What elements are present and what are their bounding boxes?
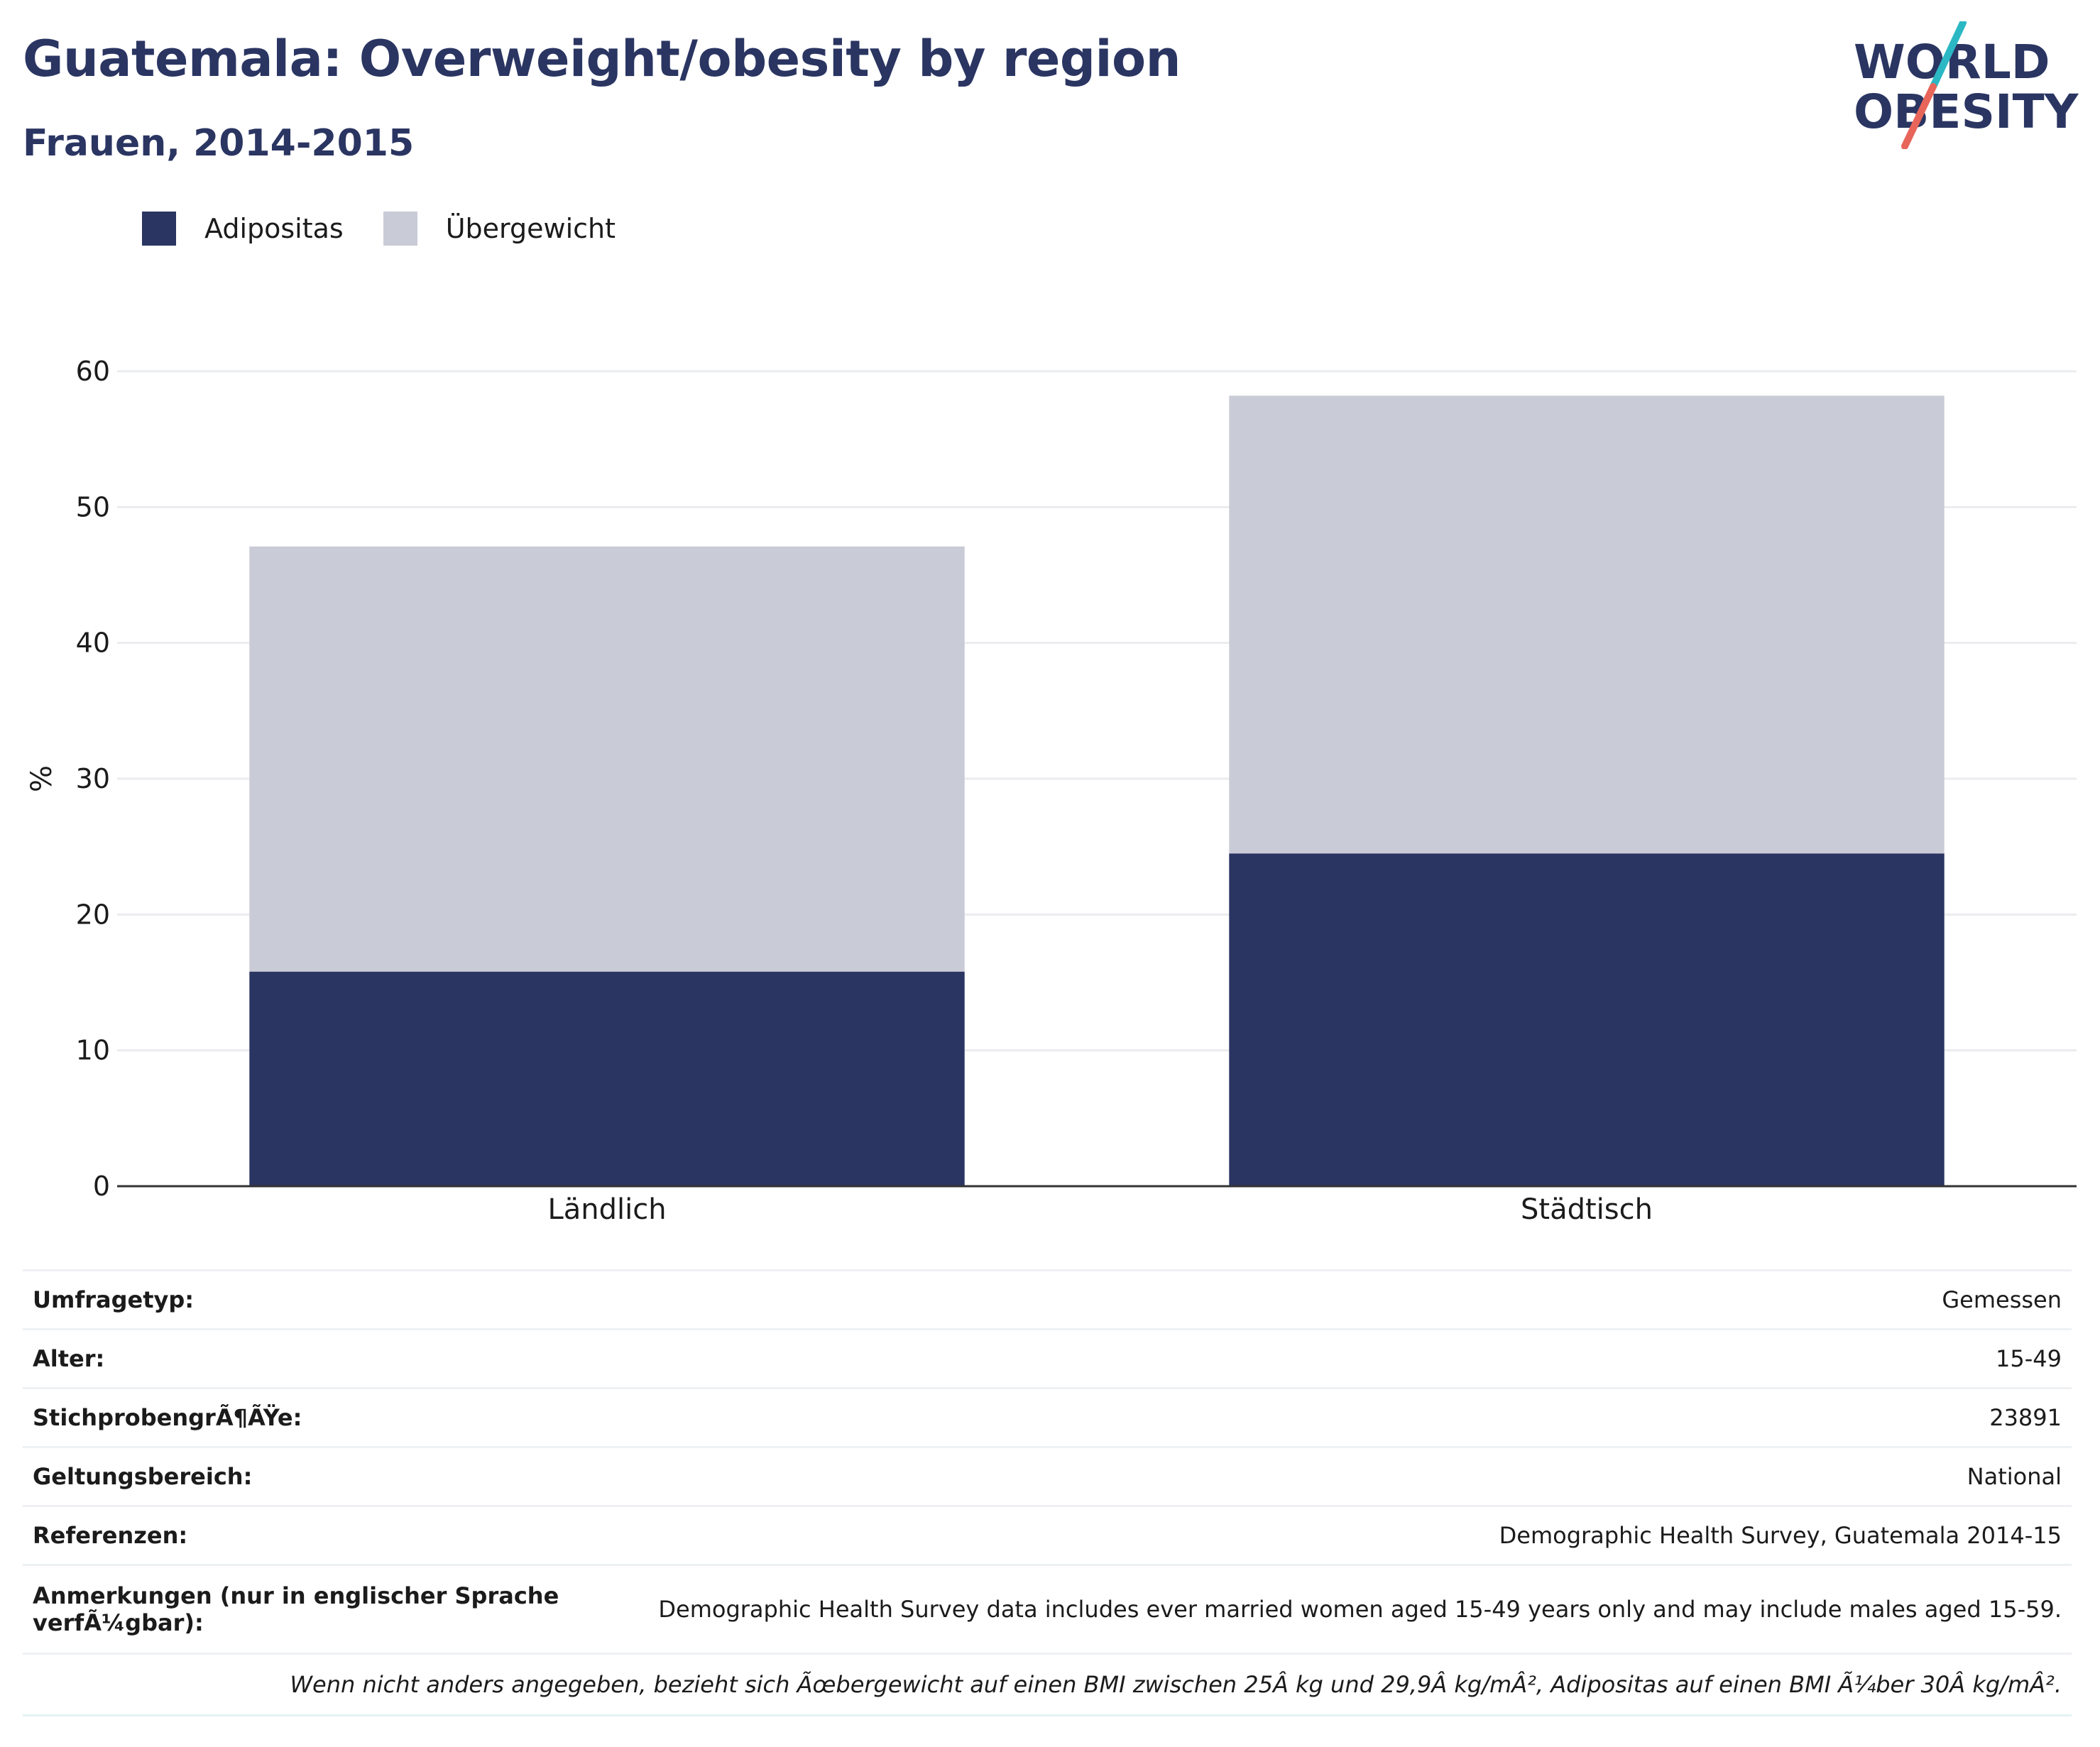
info-row-notes: Anmerkungen (nur in englischer Sprache v… — [23, 1564, 2072, 1654]
legend-item-obesity[interactable]: Adipositas — [142, 212, 344, 246]
info-label: Alter: — [23, 1328, 582, 1389]
chart-subtitle: Frauen, 2014-2015 — [23, 122, 415, 165]
info-row-survey-type: Umfragetyp: Gemessen — [23, 1269, 2072, 1330]
info-label: StichprobengrÃ¶ÃŸe: — [23, 1387, 582, 1447]
world-obesity-logo: WORLD OBESITY — [1854, 21, 2079, 149]
legend-item-overweight[interactable]: Übergewicht — [383, 212, 616, 246]
legend-label-obesity: Adipositas — [204, 213, 344, 244]
y-tick-label: 10 — [76, 1035, 110, 1066]
y-tick-label: 60 — [76, 356, 110, 387]
info-value: 23891 — [582, 1387, 2072, 1447]
info-row-sample-size: StichprobengrÃ¶ÃŸe: 23891 — [23, 1387, 2072, 1447]
info-value: National — [582, 1446, 2072, 1506]
bar-overweight — [249, 546, 965, 972]
info-label: Geltungsbereich: — [23, 1446, 582, 1506]
logo-slash-teal — [1930, 21, 1967, 90]
info-value: 15-49 — [582, 1328, 2072, 1389]
x-tick-label: Ländlich — [547, 1193, 666, 1226]
info-row-scope: Geltungsbereich: National — [23, 1446, 2072, 1506]
chart-legend: Adipositas Übergewicht — [142, 212, 655, 246]
chart-title: Guatemala: Overweight/obesity by region — [23, 30, 1181, 88]
logo-slash-coral — [1901, 83, 1937, 149]
info-label: Anmerkungen (nur in englischer Sprache v… — [23, 1564, 582, 1654]
info-value: Demographic Health Survey data includes … — [582, 1564, 2072, 1654]
x-tick-label: Städtisch — [1521, 1193, 1653, 1226]
info-label: Umfragetyp: — [23, 1269, 582, 1330]
y-tick-label: 20 — [76, 899, 110, 930]
y-axis-label: % — [26, 765, 58, 792]
stacked-bar-chart: 0 10 20 30 40 50 60% Ländlich Städtisch — [26, 356, 2077, 1226]
legend-label-overweight: Übergewicht — [445, 213, 616, 244]
bar-obesity — [249, 971, 965, 1186]
bar-obesity — [1229, 853, 1945, 1186]
y-tick-label: 50 — [76, 491, 110, 522]
info-value: Demographic Health Survey, Guatemala 201… — [582, 1505, 2072, 1565]
y-tick-label: 0 — [93, 1171, 110, 1202]
logo-line2: OBESITY — [1854, 84, 2079, 139]
bar-overweight — [1229, 395, 1945, 854]
info-value: Gemessen — [582, 1269, 2072, 1330]
survey-info-table: Umfragetyp: Gemessen Alter: 15-49 Stichpro… — [23, 1269, 2072, 1716]
y-tick-label: 30 — [76, 763, 110, 794]
info-footnote: Wenn nicht anders angegeben, bezieht sic… — [23, 1653, 2072, 1716]
info-row-age: Alter: 15-49 — [23, 1328, 2072, 1389]
legend-swatch-overweight — [383, 212, 417, 246]
info-row-references: Referenzen: Demographic Health Survey, Gu… — [23, 1505, 2072, 1565]
info-label: Referenzen: — [23, 1505, 582, 1565]
y-tick-label: 40 — [76, 628, 110, 659]
info-row-footnote: Wenn nicht anders angegeben, bezieht sic… — [23, 1653, 2072, 1716]
legend-swatch-obesity — [142, 212, 176, 246]
